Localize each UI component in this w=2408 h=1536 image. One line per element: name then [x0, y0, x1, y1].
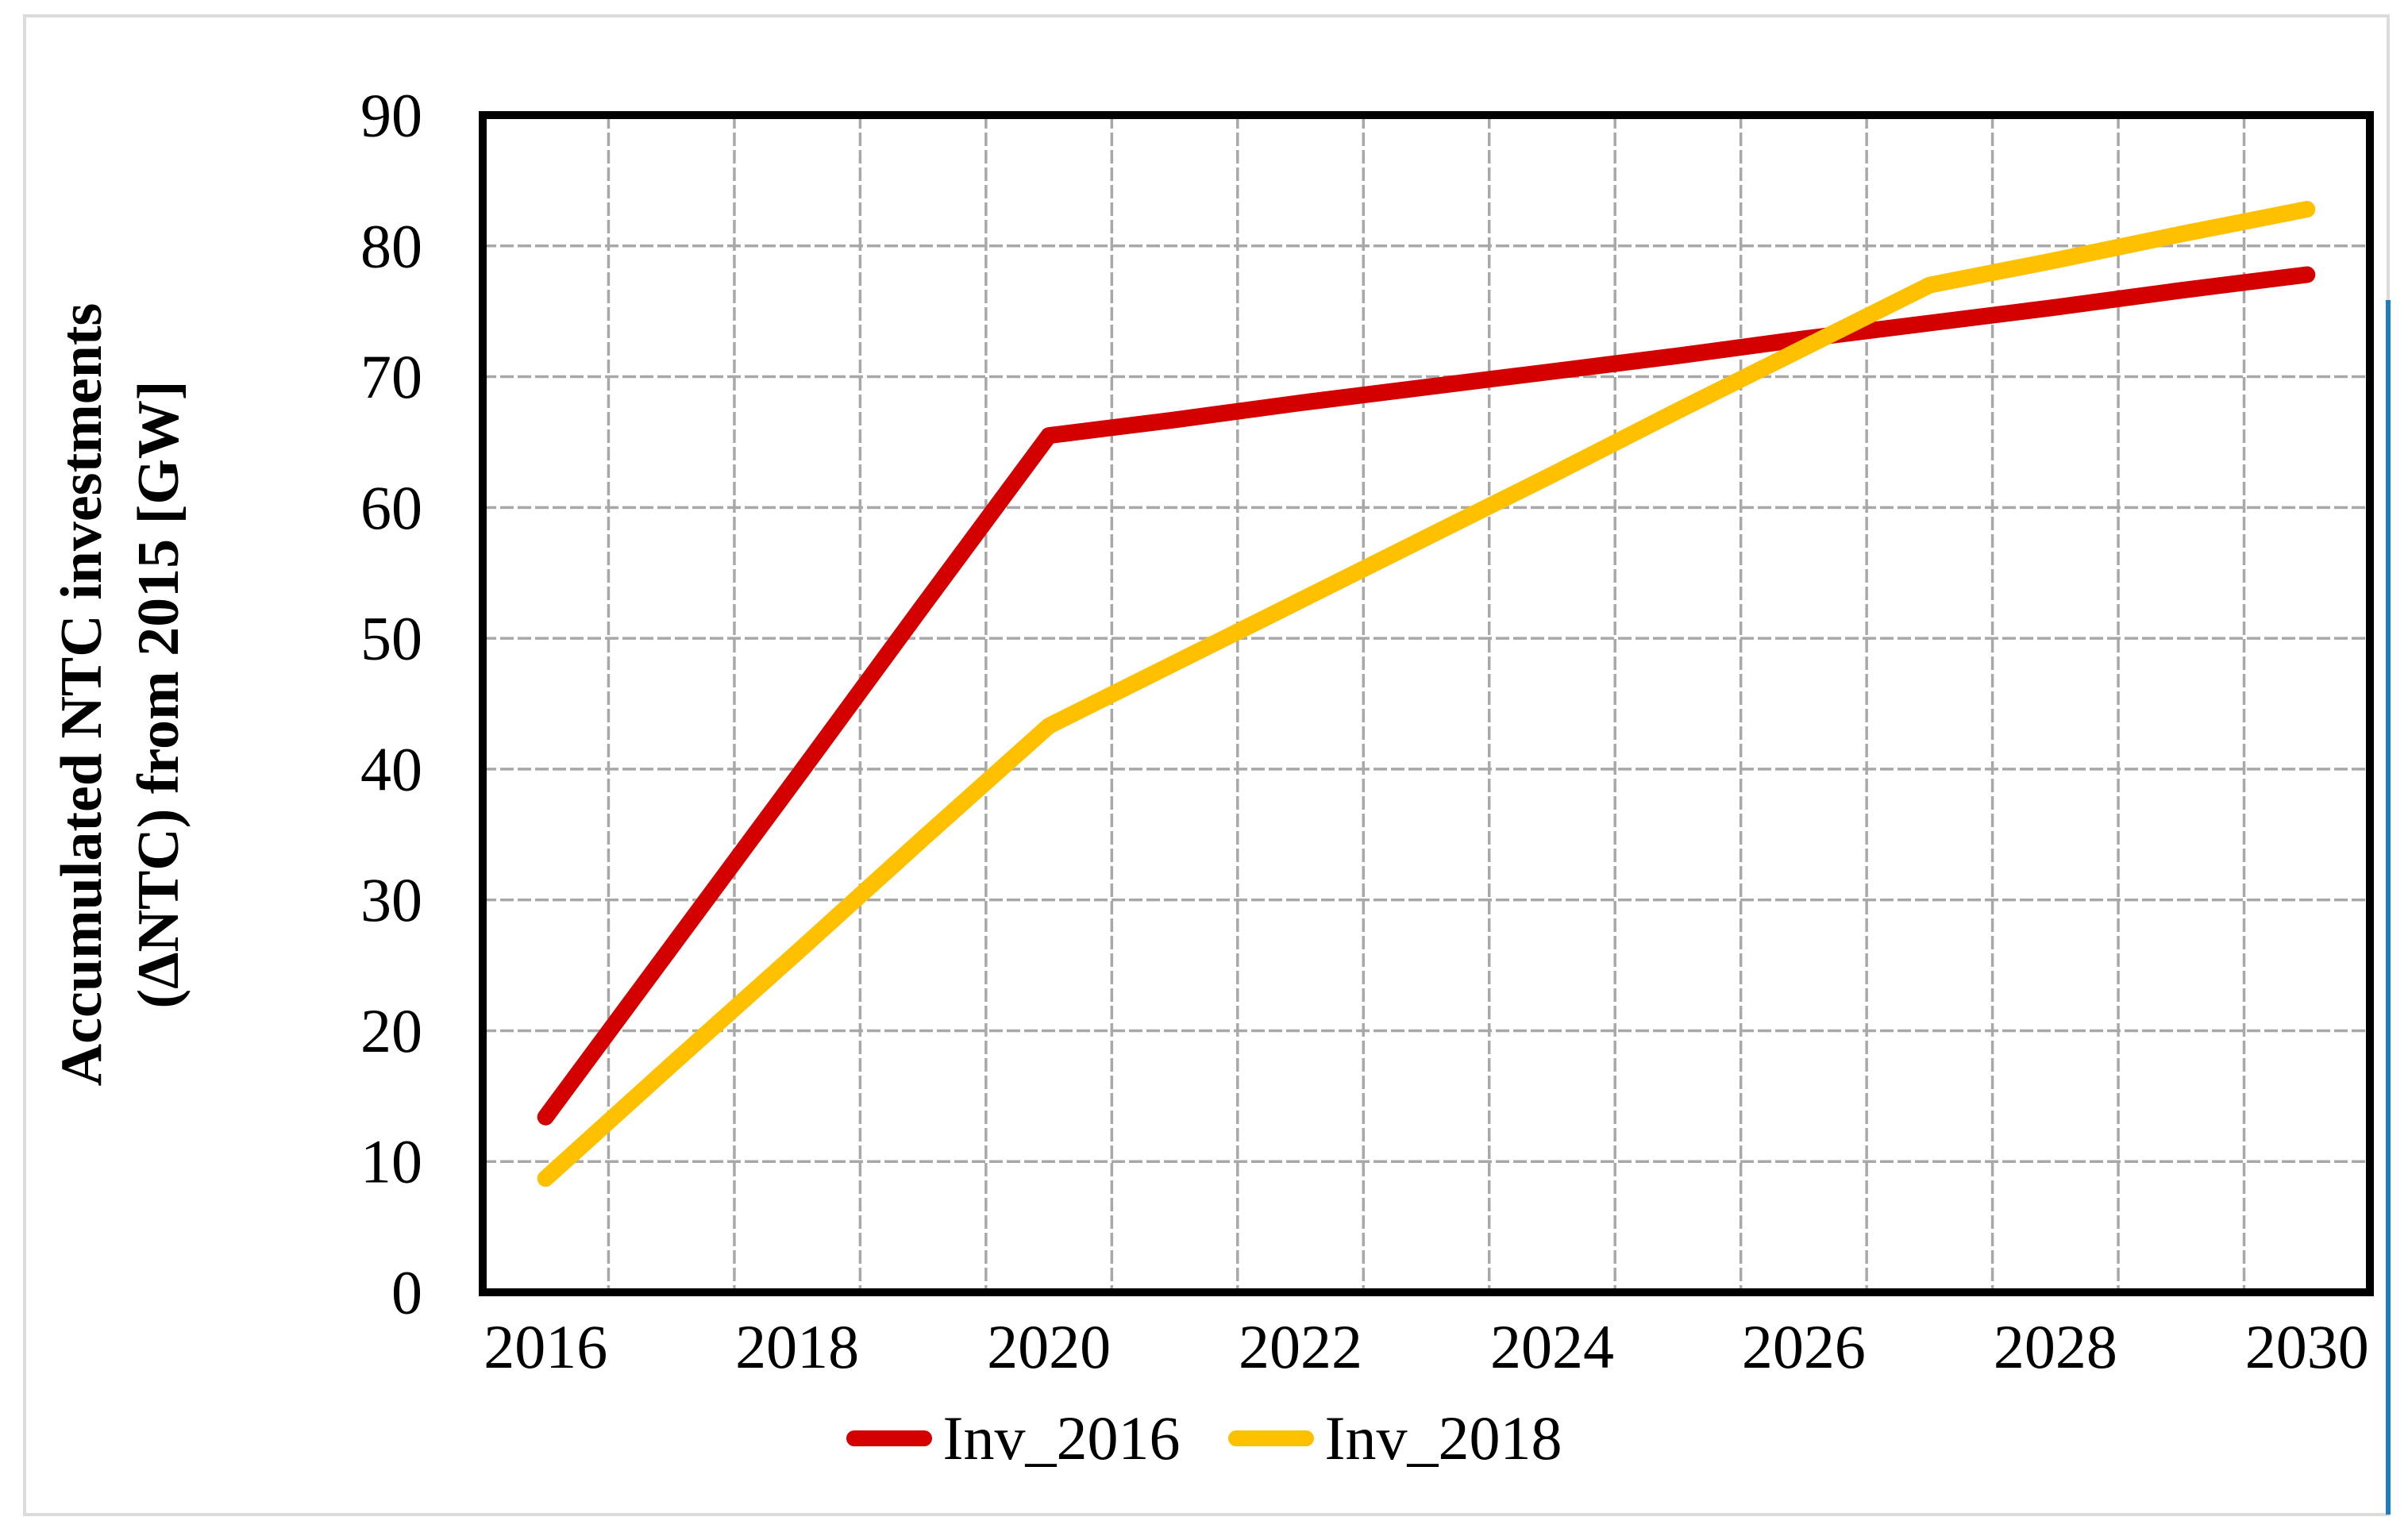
series-line-inv_2016 — [537, 266, 2316, 1126]
y-tick-label: 30 — [360, 865, 422, 934]
x-tick-label: 2026 — [1742, 1312, 1866, 1381]
x-tick-label: 2024 — [1490, 1312, 1614, 1381]
x-tick-label: 2016 — [484, 1312, 607, 1381]
y-axis-title-line2: (ΔNTC) from 2015 [GW] — [126, 380, 191, 1009]
legend-label: Inv_2016 — [942, 1403, 1181, 1472]
x-tick-label: 2020 — [987, 1312, 1111, 1381]
legend-item-inv-2016: Inv_2016 — [846, 1407, 1181, 1469]
chart-legend: Inv_2016 Inv_2018 — [0, 1405, 2408, 1472]
series-line-inv_2018 — [537, 201, 2316, 1188]
x-tick-label: 2022 — [1239, 1312, 1362, 1381]
y-tick-label: 60 — [360, 473, 422, 542]
y-tick-label: 20 — [360, 996, 422, 1065]
x-tick-label: 2018 — [735, 1312, 859, 1381]
y-axis-title: Accumulated NTC investments (ΔNTC) from … — [44, 20, 198, 1369]
legend-line-swatch-red — [846, 1430, 932, 1446]
y-tick-label: 70 — [360, 342, 422, 411]
y-tick-label: 10 — [360, 1127, 422, 1196]
y-tick-label: 80 — [360, 211, 422, 280]
y-axis-title-line1: Accumulated NTC investments — [49, 302, 114, 1087]
legend-line-swatch-yellow — [1227, 1430, 1314, 1446]
legend-item-inv-2018: Inv_2018 — [1227, 1403, 1562, 1472]
y-tick-label: 90 — [360, 81, 422, 150]
x-tick-label: 2028 — [1994, 1312, 2117, 1381]
plot-area-border — [479, 111, 2374, 1296]
legend-label: Inv_2018 — [1324, 1403, 1562, 1472]
x-tick-label: 2030 — [2245, 1312, 2369, 1381]
y-tick-label: 40 — [360, 734, 422, 803]
y-tick-label: 0 — [391, 1258, 422, 1327]
y-tick-label: 50 — [360, 604, 422, 673]
